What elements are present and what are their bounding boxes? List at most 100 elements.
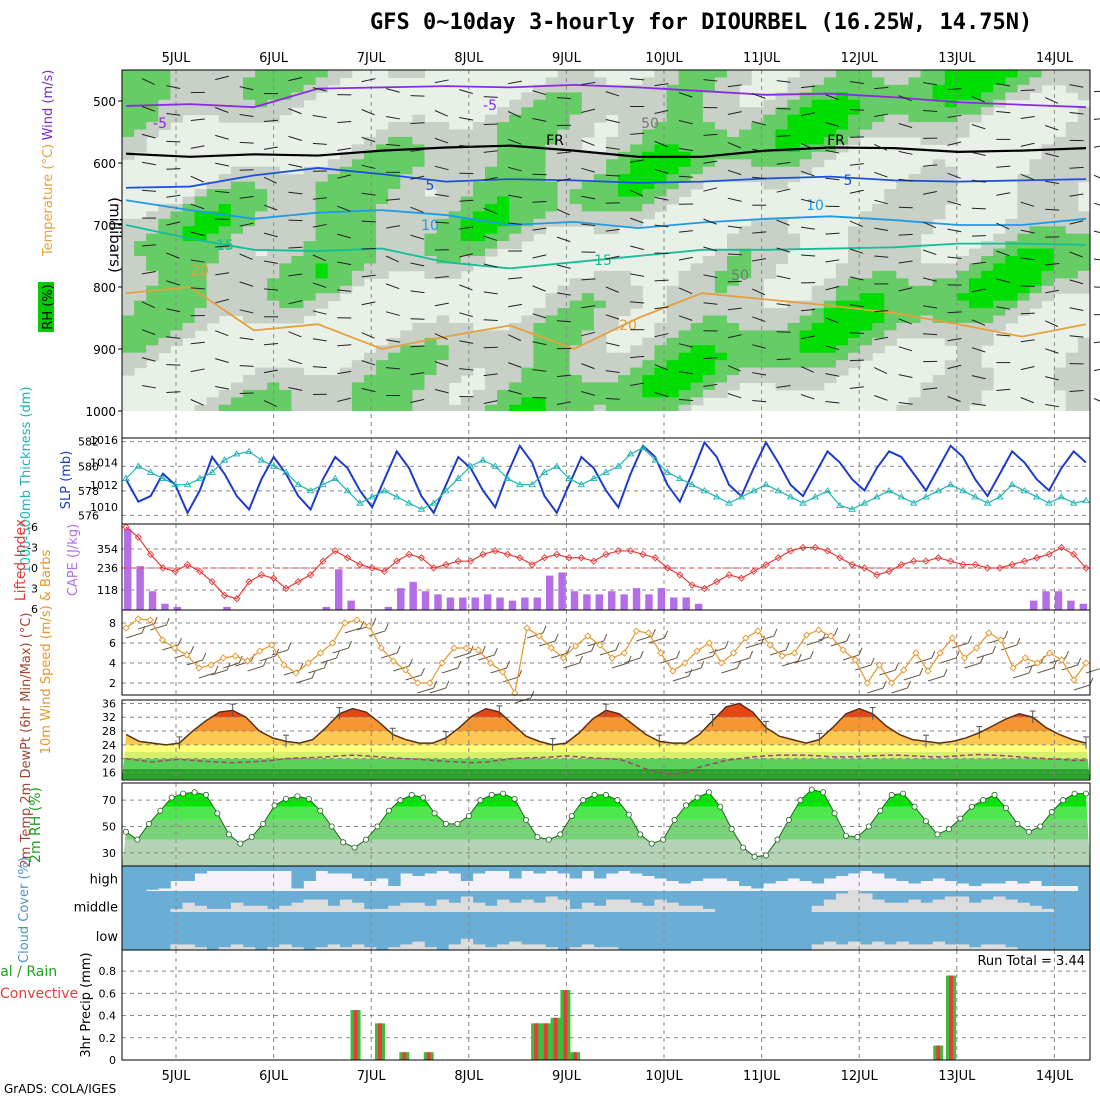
rh-cell bbox=[956, 77, 970, 86]
cape-tick-label: 236 bbox=[97, 562, 118, 575]
rh-cell bbox=[194, 196, 208, 205]
rh-cell bbox=[896, 181, 909, 190]
rh-cell bbox=[509, 136, 522, 145]
thickness-tick-label: 580 bbox=[78, 460, 99, 473]
rh-cell bbox=[279, 375, 292, 383]
rh-cell bbox=[509, 367, 522, 376]
rh-cell bbox=[811, 315, 825, 324]
rh-cell bbox=[557, 92, 571, 101]
rh-cell bbox=[860, 308, 873, 317]
wind-barb bbox=[166, 391, 181, 393]
rh-cell bbox=[618, 159, 631, 168]
rh-cell bbox=[279, 70, 292, 78]
wind-barb bbox=[654, 279, 669, 282]
rh-cell bbox=[400, 367, 413, 376]
cloud-cell bbox=[1029, 905, 1042, 912]
cloud-cell bbox=[472, 944, 486, 950]
rh-cell bbox=[182, 77, 196, 86]
rh-cell bbox=[763, 315, 776, 324]
rh-cell bbox=[920, 300, 934, 309]
cloud-cell bbox=[376, 908, 389, 912]
rh-cell bbox=[485, 337, 498, 346]
wind-barb bbox=[922, 221, 937, 229]
surface-wind-barb bbox=[320, 657, 337, 664]
wind-barb bbox=[288, 76, 303, 82]
rh-cell bbox=[472, 330, 486, 339]
rh-cell bbox=[1065, 129, 1079, 138]
rh-cell bbox=[412, 367, 425, 376]
wind-barb bbox=[215, 272, 230, 276]
wind-barb bbox=[410, 122, 425, 124]
wind-barb bbox=[288, 246, 303, 249]
rh-cell bbox=[714, 389, 728, 398]
rh-cell bbox=[1077, 337, 1091, 346]
rh-cell bbox=[521, 375, 534, 383]
rh-cell bbox=[981, 293, 994, 302]
surface-wind-barb bbox=[639, 650, 644, 659]
wind-speed-point bbox=[742, 634, 750, 642]
wind-barb bbox=[996, 165, 1011, 168]
rh-cell bbox=[557, 136, 571, 145]
rh-cell bbox=[666, 330, 680, 339]
rh-cell bbox=[122, 107, 135, 116]
cloud-cell bbox=[860, 893, 873, 912]
rh-cell bbox=[944, 129, 958, 138]
cloud-cell bbox=[956, 866, 970, 884]
rh-cell bbox=[763, 218, 776, 227]
rh-cell bbox=[884, 189, 897, 197]
rh-cell bbox=[291, 99, 304, 108]
cloud-cell bbox=[618, 866, 631, 871]
rh-cell bbox=[412, 129, 425, 138]
rh-cell bbox=[533, 322, 546, 331]
rh-cell bbox=[364, 352, 377, 361]
rh-cell bbox=[533, 308, 546, 317]
rh-cell bbox=[291, 203, 304, 212]
wind-barb bbox=[654, 333, 669, 338]
rh-cell bbox=[267, 367, 280, 376]
rh-cell bbox=[956, 389, 970, 398]
rh-cell bbox=[799, 166, 813, 175]
rh-cell bbox=[908, 211, 922, 220]
rh-cell bbox=[727, 92, 740, 101]
thickness-point bbox=[577, 480, 586, 488]
wind-barb bbox=[678, 256, 693, 261]
rh-cell bbox=[230, 397, 244, 406]
rh-point bbox=[168, 794, 175, 801]
thickness-point bbox=[639, 443, 647, 451]
wind-barb bbox=[410, 372, 425, 376]
rh-cell bbox=[279, 92, 292, 101]
rh-cell bbox=[351, 241, 365, 250]
rh-cell bbox=[218, 397, 232, 406]
rh-cell bbox=[557, 382, 571, 391]
rh-point bbox=[637, 831, 644, 838]
rh-cell bbox=[811, 367, 825, 376]
rh-cell bbox=[872, 256, 885, 264]
rh-cell bbox=[158, 77, 171, 86]
rh-cell bbox=[618, 196, 631, 205]
rh-cell bbox=[472, 151, 486, 160]
rh-cell bbox=[993, 293, 1006, 302]
rh-cell bbox=[134, 337, 147, 346]
rh-cell bbox=[702, 308, 716, 317]
cloud-cell bbox=[533, 866, 546, 874]
contour-label: 50 bbox=[731, 268, 749, 284]
wind-speed-point bbox=[657, 649, 665, 657]
rh-cell bbox=[291, 293, 304, 302]
li-point bbox=[774, 554, 782, 562]
wind-barb bbox=[386, 143, 401, 147]
rh-cell bbox=[739, 352, 752, 361]
cloud-cell bbox=[908, 866, 921, 884]
rh-cell bbox=[303, 270, 317, 279]
rh-cell bbox=[194, 248, 208, 257]
surface-wind-barb bbox=[688, 668, 693, 677]
rh-cell bbox=[908, 77, 922, 86]
rh-cell bbox=[545, 166, 559, 175]
rh-cell bbox=[339, 256, 353, 264]
rh-cell bbox=[122, 300, 135, 309]
li-point bbox=[811, 543, 819, 552]
contour-label: 15 bbox=[594, 253, 612, 269]
rh-cell bbox=[255, 241, 268, 250]
wind-barb bbox=[947, 311, 962, 314]
wind-barb bbox=[1093, 368, 1100, 372]
rh-cell bbox=[993, 308, 1006, 317]
